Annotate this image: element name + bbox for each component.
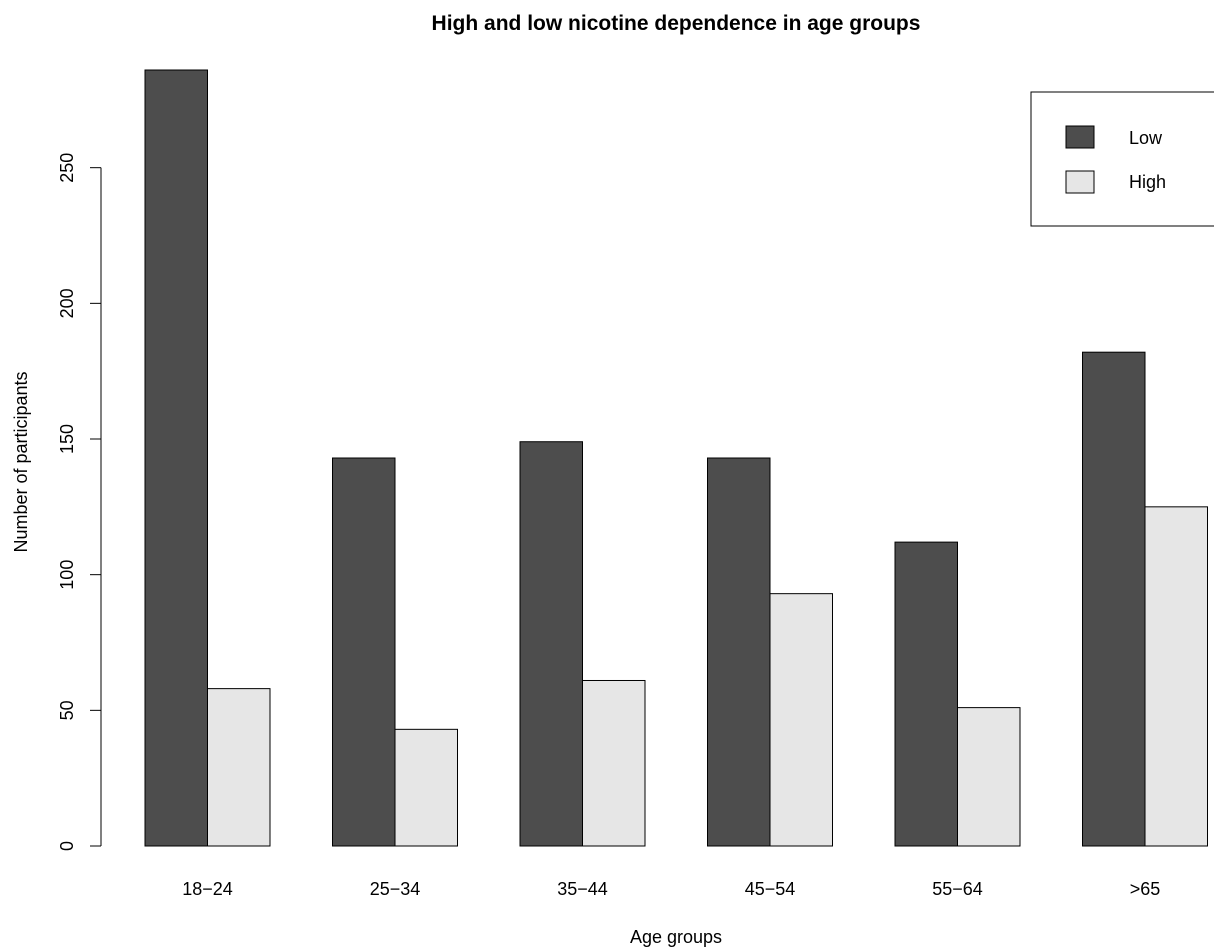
bars-group: [144, 69, 1208, 847]
x-tick-label: >65: [1130, 879, 1161, 899]
bar-low-0: [144, 69, 208, 847]
y-tick-label: 100: [57, 560, 77, 590]
x-tick-labels: 18−24 25−34 35−44 45−54 55−64 >65: [182, 879, 1160, 899]
y-axis-label: Number of participants: [11, 371, 31, 552]
legend: Low High: [1030, 91, 1214, 227]
bar-high-2: [582, 679, 646, 847]
bar-low-2: [519, 441, 583, 847]
x-tick-label: 35−44: [557, 879, 608, 899]
x-tick-label: 55−64: [932, 879, 983, 899]
bar-high-1: [394, 728, 458, 847]
x-tick-label: 45−54: [745, 879, 796, 899]
y-tick-label: 150: [57, 424, 77, 454]
y-tick-label: 250: [57, 153, 77, 183]
legend-swatch-low: [1065, 125, 1095, 149]
bar-high-4: [957, 707, 1021, 847]
x-tick-label: 25−34: [370, 879, 421, 899]
bar-low-4: [894, 541, 958, 847]
x-axis-label: Age groups: [630, 927, 722, 947]
bar-high-0: [207, 688, 271, 847]
bar-low-5: [1082, 351, 1146, 847]
bar-high-5: [1144, 506, 1208, 847]
chart-title: High and low nicotine dependence in age …: [432, 12, 921, 35]
y-tick-label: 200: [57, 288, 77, 318]
bar-low-3: [707, 457, 771, 847]
legend-box: [1030, 91, 1214, 227]
y-axis: 0 50 100 150 200 250: [57, 153, 102, 851]
y-tick-label: 0: [57, 841, 77, 851]
legend-label-high: High: [1129, 172, 1166, 192]
bar-high-3: [769, 593, 833, 847]
legend-swatch-high: [1065, 170, 1095, 194]
x-tick-label: 18−24: [182, 879, 233, 899]
y-tick-label: 50: [57, 700, 77, 720]
bar-low-1: [332, 457, 396, 847]
legend-label-low: Low: [1129, 128, 1163, 148]
